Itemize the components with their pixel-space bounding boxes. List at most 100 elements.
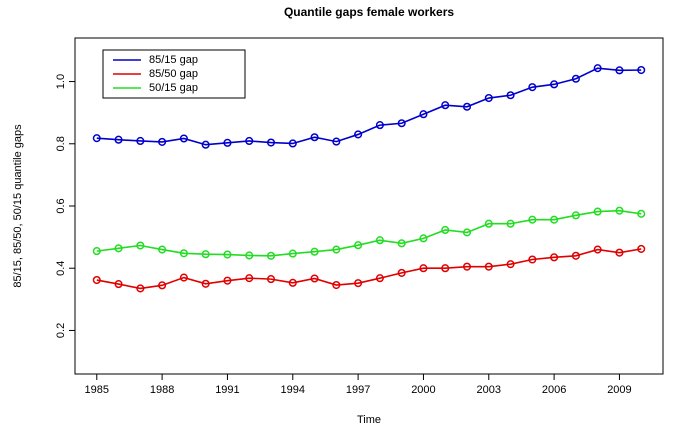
point [397, 119, 406, 128]
point [310, 247, 319, 256]
point [528, 215, 537, 224]
legend-label: 85/15 gap [149, 54, 198, 66]
point [441, 225, 450, 235]
point [332, 245, 341, 254]
point [136, 284, 145, 293]
point [550, 80, 559, 89]
point [332, 280, 341, 290]
point [506, 219, 515, 228]
point [637, 244, 646, 253]
point [158, 281, 167, 290]
x-tick-label: 2006 [542, 384, 566, 396]
x-tick-label: 1988 [150, 384, 174, 396]
x-tick-label: 2003 [477, 384, 501, 396]
legend-label: 85/50 gap [149, 68, 198, 80]
point [136, 136, 145, 146]
point [484, 262, 493, 271]
point [571, 251, 580, 260]
point [506, 91, 515, 100]
point [201, 140, 210, 149]
point [375, 121, 384, 130]
legend-label: 50/15 gap [149, 82, 198, 94]
point [528, 255, 537, 264]
x-tick-label: 2000 [411, 384, 435, 396]
y-tick-label: 0.2 [55, 323, 67, 338]
point [462, 262, 472, 271]
point [354, 241, 363, 250]
chart-title: Quantile gaps female workers [284, 5, 454, 19]
point [593, 207, 602, 216]
point [571, 211, 580, 220]
point [114, 244, 123, 253]
point [441, 264, 450, 273]
point [245, 274, 254, 283]
point [615, 206, 624, 215]
point [92, 247, 101, 256]
x-tick-label: 1985 [85, 384, 109, 396]
point [245, 251, 254, 260]
point [223, 250, 232, 259]
point [571, 74, 580, 83]
point [593, 64, 602, 73]
point [136, 241, 145, 250]
point [593, 245, 602, 254]
point [637, 65, 646, 75]
point [550, 215, 559, 224]
point [266, 275, 276, 284]
point [615, 66, 624, 75]
point [114, 135, 123, 144]
y-axis-label: 85/15, 85/50, 50/15 quantile gaps [12, 124, 24, 288]
point [397, 268, 406, 277]
point [158, 245, 167, 254]
x-tick-label: 1994 [281, 384, 305, 396]
point [462, 102, 472, 111]
point [462, 228, 472, 237]
y-tick-label: 0.8 [55, 136, 67, 151]
point [397, 239, 406, 248]
point [550, 253, 559, 262]
point [637, 209, 646, 218]
series-line [96, 209, 642, 257]
point [179, 249, 188, 258]
point [92, 275, 101, 285]
point [201, 279, 210, 288]
y-tick-label: 0.6 [55, 198, 67, 213]
point [419, 264, 428, 273]
x-tick-label: 1997 [346, 384, 370, 396]
point [375, 274, 384, 283]
point [484, 219, 493, 228]
x-tick-label: 2009 [607, 384, 631, 396]
series-line [96, 248, 642, 290]
point [441, 101, 450, 110]
point [615, 248, 624, 257]
point [179, 273, 188, 282]
point [223, 276, 232, 285]
point [245, 136, 254, 146]
point [92, 134, 101, 143]
point [223, 138, 232, 147]
point [484, 93, 493, 103]
point [354, 130, 363, 139]
point [506, 260, 515, 269]
point [528, 83, 537, 92]
x-axis-label: Time [357, 414, 381, 425]
point [288, 249, 297, 258]
point [158, 137, 167, 146]
point [354, 279, 363, 288]
y-tick-label: 0.4 [55, 261, 67, 276]
point [375, 236, 384, 245]
point [419, 110, 428, 119]
point [288, 139, 297, 148]
point [266, 251, 276, 260]
point [179, 134, 188, 143]
point [266, 138, 276, 147]
point [310, 274, 319, 283]
point [419, 234, 428, 243]
point [288, 278, 297, 287]
y-tick-label: 1.0 [55, 74, 67, 89]
point [332, 137, 341, 146]
point [201, 250, 210, 259]
point [114, 280, 123, 289]
x-tick-label: 1991 [215, 384, 239, 396]
